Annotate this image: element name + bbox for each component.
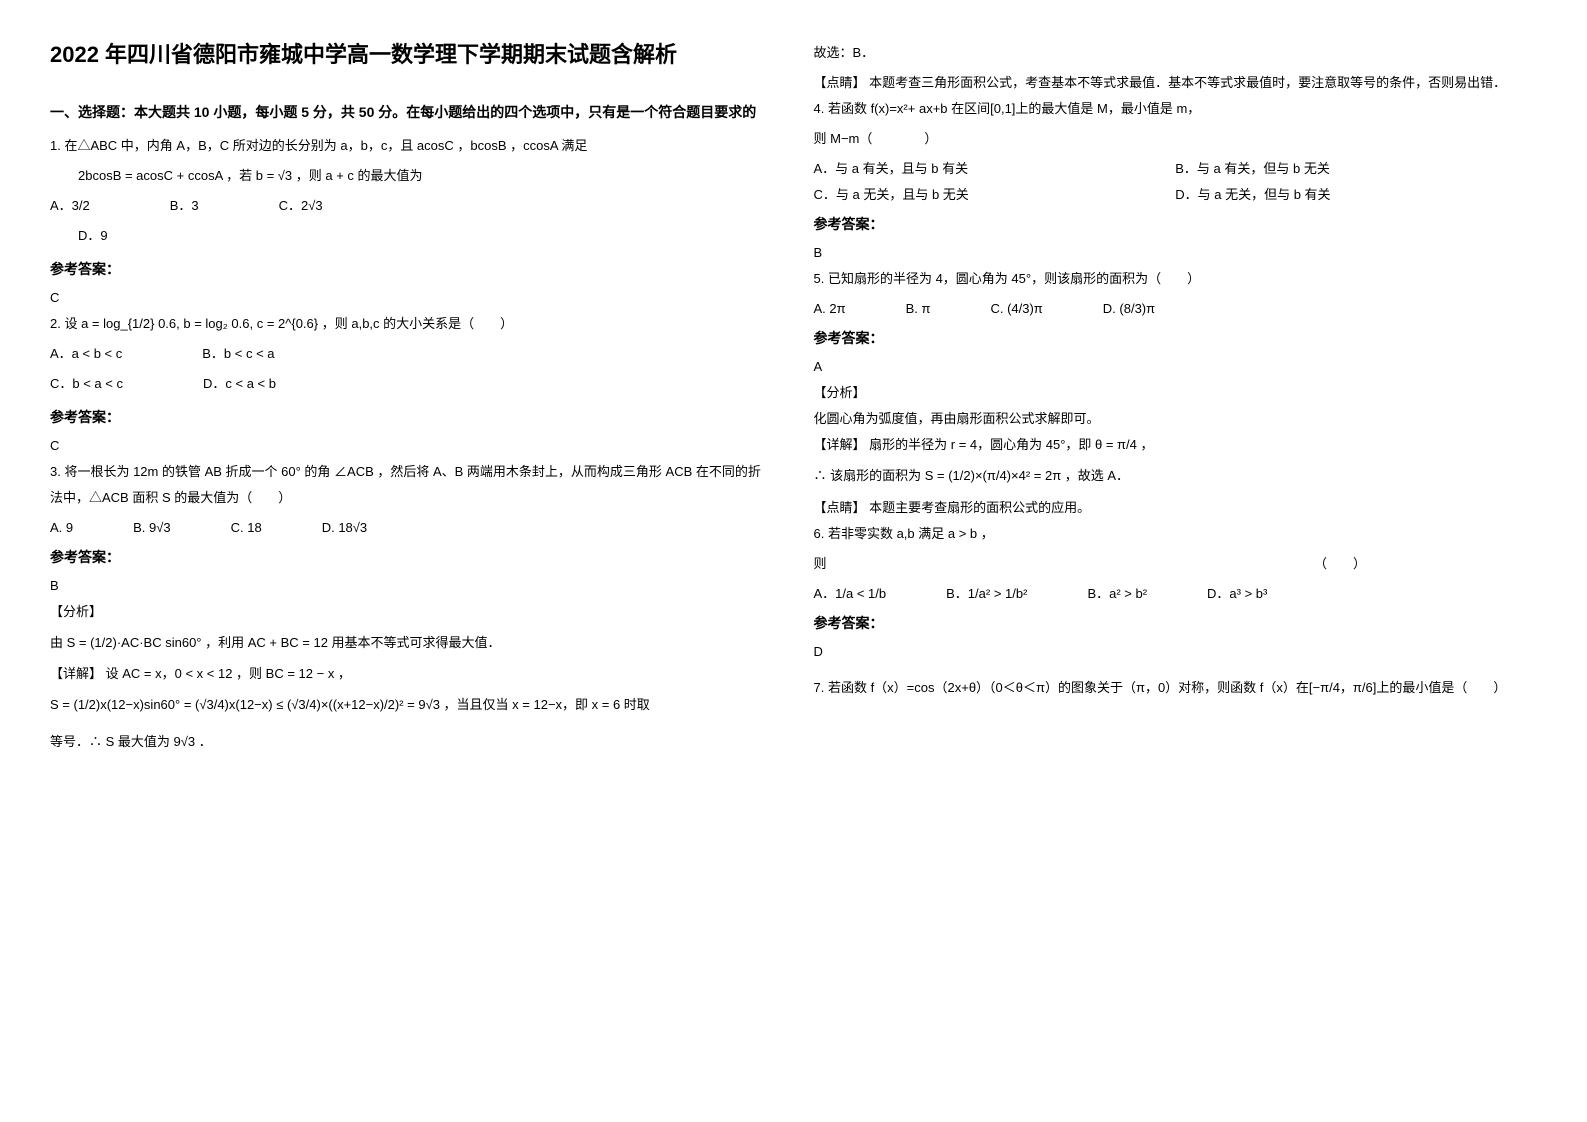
q3-ans: B — [50, 573, 774, 599]
q5-opt-d: D. (8/3)π — [1103, 296, 1155, 322]
q2-opt-c: C．b < a < c — [50, 371, 123, 397]
q2-stem-post: ，则 a,b,c 的大小关系是（ ） — [322, 316, 513, 331]
q6-opt-d: D．a³ > b³ — [1207, 581, 1267, 607]
q4-opts: A．与 a 有关，且与 b 有关 B．与 a 有关，但与 b 无关 C．与 a … — [814, 156, 1538, 208]
q1-stem: 1. 在△ABC 中，内角 A，B，C 所对边的长分别为 a，b，c，且 aco… — [50, 133, 774, 159]
q5-opt-c: C. (4/3)π — [990, 296, 1042, 322]
q7-stem: 7. 若函数 f（x）=cos（2x+θ）（0＜θ＜π）的图象关于（π，0）对称… — [814, 675, 1538, 701]
q2-opts-row2: C．b < a < c D．c < a < b — [50, 371, 774, 397]
q6-opt-b2: B．a² > b² — [1087, 581, 1147, 607]
q1-opt-b: B．3 — [170, 193, 199, 219]
q4-stem1: 4. 若函数 f(x)=x²+ ax+b 在区间[0,1]上的最大值是 M，最小… — [814, 96, 1538, 122]
q4-opt-b: B．与 a 有关，但与 b 无关 — [1175, 156, 1537, 182]
q3-dj: 【点睛】 本题考查三角形面积公式，考查基本不等式求最值．基本不等式求最值时，要注… — [814, 70, 1538, 96]
q5-dj-label: 【点睛】 — [814, 500, 866, 515]
q3-dj-text: 本题考查三角形面积公式，考查基本不等式求最值．基本不等式求最值时，要注意取等号的… — [869, 75, 1506, 90]
q5-detail: 【详解】 扇形的半径为 r = 4，圆心角为 45°，即 θ = π/4 ， — [814, 432, 1538, 458]
q5-opts: A. 2π B. π C. (4/3)π D. (8/3)π — [814, 296, 1538, 322]
q1-ans: C — [50, 285, 774, 311]
q2-opt-d: D．c < a < b — [203, 371, 276, 397]
q1-ans-label: 参考答案： — [50, 259, 774, 279]
q2-ans-label: 参考答案： — [50, 407, 774, 427]
q3-detail2: S = (1/2)x(12−x)sin60° = (√3/4)x(12−x) ≤… — [50, 691, 774, 720]
q6-stem: 6. 若非零实数 a,b 满足 a > b ， — [814, 521, 1538, 547]
doc-title: 2022 年四川省德阳市雍城中学高一数学理下学期期末试题含解析 — [50, 40, 774, 71]
q1-line2: 2bcosB = acosC + ccosA ，若 b = √3 ，则 a + … — [78, 163, 774, 189]
q3-detail3: 等号．∴ S 最大值为 9√3 ． — [50, 728, 774, 757]
q1-opt-c: C．2√3 — [279, 193, 323, 219]
q6-ans-label: 参考答案： — [814, 613, 1538, 633]
q3-dj-label: 【点睛】 — [814, 75, 866, 90]
q5-stem: 5. 已知扇形的半径为 4，圆心角为 45°，则该扇形的面积为（ ） — [814, 266, 1538, 292]
q2-opt-b: B．b < c < a — [202, 341, 274, 367]
q5-dj: 【点睛】 本题主要考查扇形的面积公式的应用。 — [814, 495, 1538, 521]
q6-opts: A．1/a < 1/b B．1/a² > 1/b² B．a² > b² D．a³… — [814, 581, 1538, 607]
q3-select: 故选：B． — [814, 40, 1538, 66]
q4-ans-label: 参考答案： — [814, 214, 1538, 234]
q5-detail-label: 【详解】 — [814, 437, 866, 452]
q5-fenxi-label: 【分析】 — [814, 380, 1538, 406]
q3-opt-c: C. 18 — [231, 515, 262, 541]
q3-detail: 【详解】 设 AC = x，0 < x < 12 ，则 BC = 12 − x … — [50, 661, 774, 687]
q5-ans-label: 参考答案： — [814, 328, 1538, 348]
q3-ans-label: 参考答案： — [50, 547, 774, 567]
right-column: 故选：B． 【点睛】 本题考查三角形面积公式，考查基本不等式求最值．基本不等式求… — [814, 40, 1538, 760]
q3-stem: 3. 将一根长为 12m 的铁管 AB 折成一个 60° 的角 ∠ACB ，然后… — [50, 459, 774, 511]
q5-fenxi: 化圆心角为弧度值，再由扇形面积公式求解即可。 — [814, 406, 1538, 432]
q4-opt-a: A．与 a 有关，且与 b 有关 — [814, 156, 1176, 182]
q5-detail1: 扇形的半径为 r = 4，圆心角为 45°，即 θ = π/4 ， — [869, 437, 1153, 452]
q4-stem2: 则 M−m（ ） — [814, 126, 1538, 152]
q1-opt-a: A．3/2 — [50, 193, 90, 219]
q3-fenxi-label: 【分析】 — [50, 599, 774, 625]
q3-opt-d: D. 18√3 — [322, 515, 367, 541]
q5-opt-a: A. 2π — [814, 296, 846, 322]
q4-ans: B — [814, 240, 1538, 266]
q2-opts-row1: A．a < b < c B．b < c < a — [50, 341, 774, 367]
q2-stem-pre: 2. 设 — [50, 316, 81, 331]
q5-opt-b: B. π — [906, 296, 931, 322]
q2-ans: C — [50, 433, 774, 459]
q3-opt-a: A. 9 — [50, 515, 73, 541]
q6-opt-a: A．1/a < 1/b — [814, 581, 887, 607]
q3-detail-label: 【详解】 — [50, 666, 102, 681]
q5-detail2: ∴ 该扇形的面积为 S = (1/2)×(π/4)×4² = 2π ，故选 A． — [814, 462, 1538, 491]
section1-head: 一、选择题：本大题共 10 小题，每小题 5 分，共 50 分。在每小题给出的四… — [50, 101, 774, 125]
q6-stem2: 则 （ ） — [814, 551, 1538, 577]
q5-ans: A — [814, 354, 1538, 380]
q6-opt-b1: B．1/a² > 1/b² — [946, 581, 1027, 607]
q4-opt-d: D．与 a 无关，但与 b 有关 — [1175, 182, 1537, 208]
q3-opts: A. 9 B. 9√3 C. 18 D. 18√3 — [50, 515, 774, 541]
q5-dj-text: 本题主要考查扇形的面积公式的应用。 — [869, 500, 1090, 515]
q3-opt-b: B. 9√3 — [133, 515, 171, 541]
q1-opt-d: D．9 — [78, 223, 774, 249]
q6-ans: D — [814, 639, 1538, 665]
q3-detail1: 设 AC = x，0 < x < 12 ，则 BC = 12 − x ， — [106, 666, 351, 681]
q3-fenxi: 由 S = (1/2)·AC·BC sin60° ，利用 AC + BC = 1… — [50, 629, 774, 658]
left-column: 2022 年四川省德阳市雍城中学高一数学理下学期期末试题含解析 一、选择题：本大… — [50, 40, 774, 760]
q2-opt-a: A．a < b < c — [50, 341, 122, 367]
q1-opts-row1: A．3/2 B．3 C．2√3 — [50, 193, 774, 219]
q4-opt-c: C．与 a 无关，且与 b 无关 — [814, 182, 1176, 208]
q2-math: a = log_{1/2} 0.6, b = log₂ 0.6, c = 2^{… — [81, 316, 318, 331]
q2-stem: 2. 设 a = log_{1/2} 0.6, b = log₂ 0.6, c … — [50, 311, 774, 337]
